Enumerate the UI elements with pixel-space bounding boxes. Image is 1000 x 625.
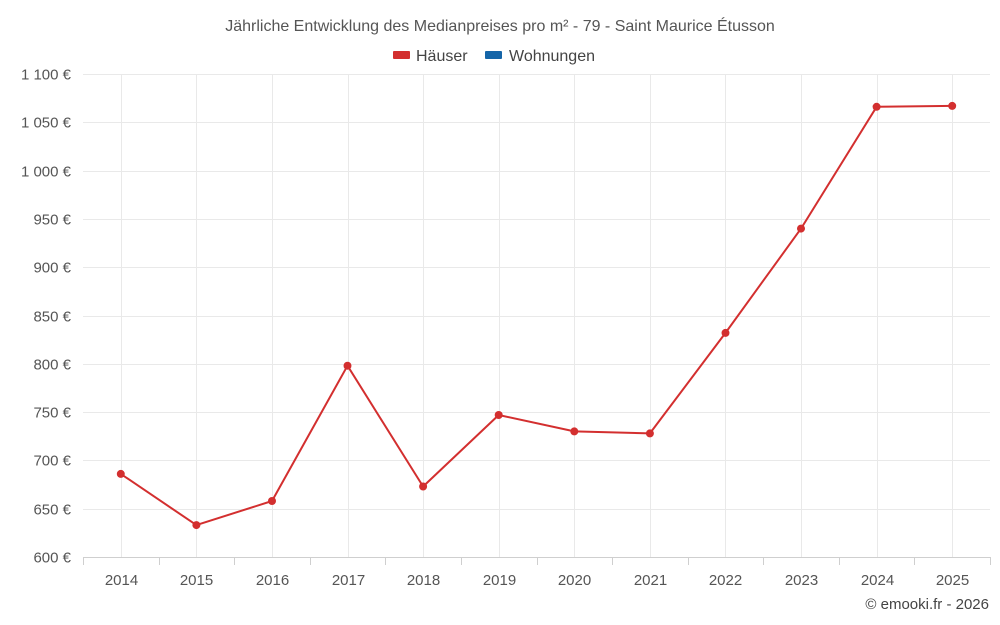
data-point[interactable] [797,224,805,233]
grid [83,74,990,557]
data-point[interactable] [948,101,957,110]
credit: © emooki.fr - 2026 [865,596,989,613]
y-tick-label: 900 € [33,260,71,277]
x-tick-label: 2018 [407,572,440,589]
data-point[interactable] [116,469,125,478]
y-tick-label: 600 € [33,550,71,567]
legend-label-wohnungen[interactable]: Wohnungen [509,48,595,65]
legend-swatch-wohnungen [485,51,502,59]
y-tick-label: 750 € [33,405,71,422]
data-point[interactable] [872,102,881,111]
y-tick-label: 800 € [33,357,71,374]
legend-swatch-haeuser [393,51,410,59]
x-tick-label: 2023 [785,572,818,589]
y-tick-label: 650 € [33,502,71,519]
y-axis-labels: 600 € 650 € 700 € 750 € 800 € 850 € 900 € 950 €… [21,67,72,567]
y-tick-label: 700 € [33,453,71,470]
x-tick-label: 2015 [180,572,213,589]
x-tick-label: 2020 [558,572,591,589]
x-tick-label: 2014 [105,572,138,589]
legend-item-haeuser[interactable]: Häuser [393,48,468,65]
y-tick-label: 1 000 € [21,164,72,181]
legend-item-wohnungen[interactable]: Wohnungen [485,48,595,65]
data-point[interactable] [419,482,428,491]
data-point[interactable] [721,328,730,337]
y-tick-label: 850 € [33,309,71,326]
y-tick-label: 1 050 € [21,115,72,132]
data-point[interactable] [570,427,579,436]
series-lines [120,104,953,527]
x-tick-label: 2016 [256,572,289,589]
data-point[interactable] [268,497,276,505]
x-tick-label: 2021 [634,572,667,589]
x-tick-label: 2017 [332,572,365,589]
series-points [116,101,957,530]
x-tick-label: 2019 [483,572,516,589]
x-tick-label: 2024 [861,572,894,589]
data-point[interactable] [645,429,654,438]
data-point[interactable] [192,521,201,530]
data-point[interactable] [343,361,352,370]
x-axis: 2014 2015 2016 2017 2018 2019 2020 2021 2022 2023… [83,557,991,589]
x-tick-label: 2022 [709,572,742,589]
y-tick-label: 950 € [33,212,71,229]
series-line [120,104,953,527]
legend[interactable]: Häuser Wohnungen [393,48,595,65]
chart-title: Jährliche Entwicklung des Medianpreises … [225,16,775,35]
data-point[interactable] [494,411,503,419]
x-tick-label: 2025 [936,572,969,589]
legend-label-haeuser[interactable]: Häuser [416,48,468,65]
y-tick-label: 1 100 € [21,67,72,84]
